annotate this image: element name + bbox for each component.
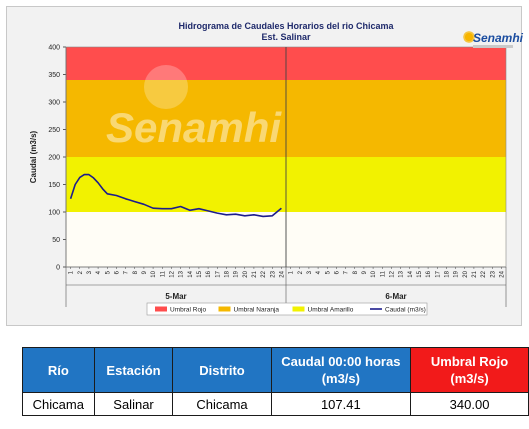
header-distrito: Distrito xyxy=(172,347,272,393)
x-tick-label-1-10: 11 xyxy=(380,270,386,277)
y-tick-label-2: 100 xyxy=(48,210,60,217)
x-tick-label-0-11: 12 xyxy=(169,270,175,277)
logo-text: Senamhi xyxy=(473,31,524,45)
x-tick-label-0-15: 16 xyxy=(206,270,212,277)
y-tick-label-5: 250 xyxy=(48,127,60,134)
x-tick-label-0-3: 4 xyxy=(96,270,102,274)
header-estacion: Estación xyxy=(93,347,174,393)
x-tick-label-1-4: 5 xyxy=(325,270,331,274)
x-tick-label-1-7: 8 xyxy=(353,270,359,274)
x-tick-label-1-0: 1 xyxy=(289,270,295,274)
x-tick-label-0-2: 3 xyxy=(87,270,93,274)
x-tick-label-1-5: 6 xyxy=(334,270,340,274)
header-umbral-rojo: Umbral Rojo (m3/s) xyxy=(410,347,529,393)
x-tick-label-1-21: 22 xyxy=(481,270,487,277)
legend-swatch-1 xyxy=(218,306,231,312)
x-tick-label-1-13: 14 xyxy=(408,270,414,277)
header-rio: Río xyxy=(22,347,95,393)
legend-box xyxy=(146,302,428,316)
legend-label-3: Caudal (m3/s) xyxy=(385,307,426,314)
legend-label-0: Umbral Rojo xyxy=(170,307,207,314)
y-tick-label-0: 0 xyxy=(56,265,60,272)
x-tick-label-1-17: 18 xyxy=(444,270,450,277)
y-tick-label-4: 200 xyxy=(48,155,60,162)
x-tick-label-1-6: 7 xyxy=(344,270,350,274)
x-tick-label-0-4: 5 xyxy=(105,270,111,274)
header-caudal: Caudal 00:00 horas (m3/s) xyxy=(270,347,412,393)
x-tick-label-0-18: 19 xyxy=(234,270,240,277)
x-tick-label-1-12: 13 xyxy=(399,270,405,277)
watermark-text: Senamhi xyxy=(106,104,282,151)
senamhi-logo: Senamhi xyxy=(459,27,523,57)
x-tick-label-0-20: 21 xyxy=(252,270,258,277)
x-tick-label-1-18: 19 xyxy=(454,270,460,277)
y-axis-label: Caudal (m3/s) xyxy=(29,130,38,183)
chart-subtitle: Est. Salinar xyxy=(261,32,311,42)
watermark-sun-icon xyxy=(144,65,188,109)
y-tick-label-8: 400 xyxy=(48,45,60,52)
sun-icon xyxy=(461,29,477,45)
x-tick-label-1-14: 15 xyxy=(417,270,423,277)
cell-rio: Chicama xyxy=(22,392,95,416)
x-tick-label-0-5: 6 xyxy=(114,270,120,274)
x-tick-label-0-17: 18 xyxy=(224,270,230,277)
y-tick-label-1: 50 xyxy=(52,237,60,244)
cell-umbral-rojo: 340.00 xyxy=(410,392,529,416)
x-tick-label-0-13: 14 xyxy=(188,270,194,277)
x-tick-label-1-20: 21 xyxy=(472,270,478,277)
y-tick-label-3: 150 xyxy=(48,182,60,189)
x-tick-label-1-15: 16 xyxy=(426,270,432,277)
cell-caudal: 107.41 xyxy=(270,392,412,416)
y-tick-label-6: 300 xyxy=(48,100,60,107)
x-tick-label-0-16: 17 xyxy=(215,270,221,277)
series-line-0 xyxy=(69,173,282,218)
x-tick-label-0-8: 9 xyxy=(142,270,148,274)
x-tick-label-1-1: 2 xyxy=(298,270,304,274)
x-tick-label-1-9: 10 xyxy=(371,270,377,277)
logo-underline xyxy=(473,45,513,48)
x-tick-label-0-12: 13 xyxy=(179,270,185,277)
day-label-1: 6-Mar xyxy=(385,292,406,301)
x-tick-label-0-21: 22 xyxy=(261,270,267,277)
x-tick-label-0-1: 2 xyxy=(78,270,84,274)
x-tick-label-1-16: 17 xyxy=(435,270,441,277)
x-tick-label-1-11: 12 xyxy=(389,270,395,277)
x-tick-label-1-23: 24 xyxy=(499,270,505,277)
legend-label-1: Umbral Naranja xyxy=(234,307,280,314)
chart-panel: Hidrograma de Caudales Horarios del rio … xyxy=(6,6,523,326)
hydrograph-chart: Hidrograma de Caudales Horarios del rio … xyxy=(29,21,507,316)
x-tick-label-1-3: 4 xyxy=(316,270,322,274)
table-row: Chicama Salinar Chicama 107.41 340.00 xyxy=(22,392,529,416)
x-tick-label-0-14: 15 xyxy=(197,270,203,277)
legend-label-2: Umbral Amarillo xyxy=(308,307,354,314)
cell-distrito: Chicama xyxy=(172,392,272,416)
x-tick-label-1-19: 20 xyxy=(463,270,469,277)
x-tick-label-0-19: 20 xyxy=(243,270,249,277)
day-label-0: 5-Mar xyxy=(165,292,186,301)
legend-swatch-0 xyxy=(155,306,167,312)
x-tick-label-0-23: 24 xyxy=(279,270,285,277)
x-tick-label-1-8: 9 xyxy=(362,270,368,274)
x-tick-label-1-22: 23 xyxy=(490,270,496,277)
x-tick-label-0-7: 8 xyxy=(133,270,139,274)
chart-title: Hidrograma de Caudales Horarios del rio … xyxy=(178,21,394,31)
x-tick-label-0-22: 23 xyxy=(270,270,276,277)
legend-swatch-2 xyxy=(292,306,305,312)
x-tick-label-0-0: 1 xyxy=(69,270,75,274)
x-tick-label-0-10: 11 xyxy=(160,270,166,277)
x-tick-label-0-6: 7 xyxy=(124,270,130,274)
y-tick-label-7: 350 xyxy=(48,72,60,79)
cell-estacion: Salinar xyxy=(93,392,174,416)
x-tick-label-0-9: 10 xyxy=(151,270,157,277)
table-header-row: Río Estación Distrito Caudal 00:00 horas… xyxy=(22,347,529,393)
x-tick-label-1-2: 3 xyxy=(307,270,313,274)
data-table: Río Estación Distrito Caudal 00:00 horas… xyxy=(22,347,529,416)
